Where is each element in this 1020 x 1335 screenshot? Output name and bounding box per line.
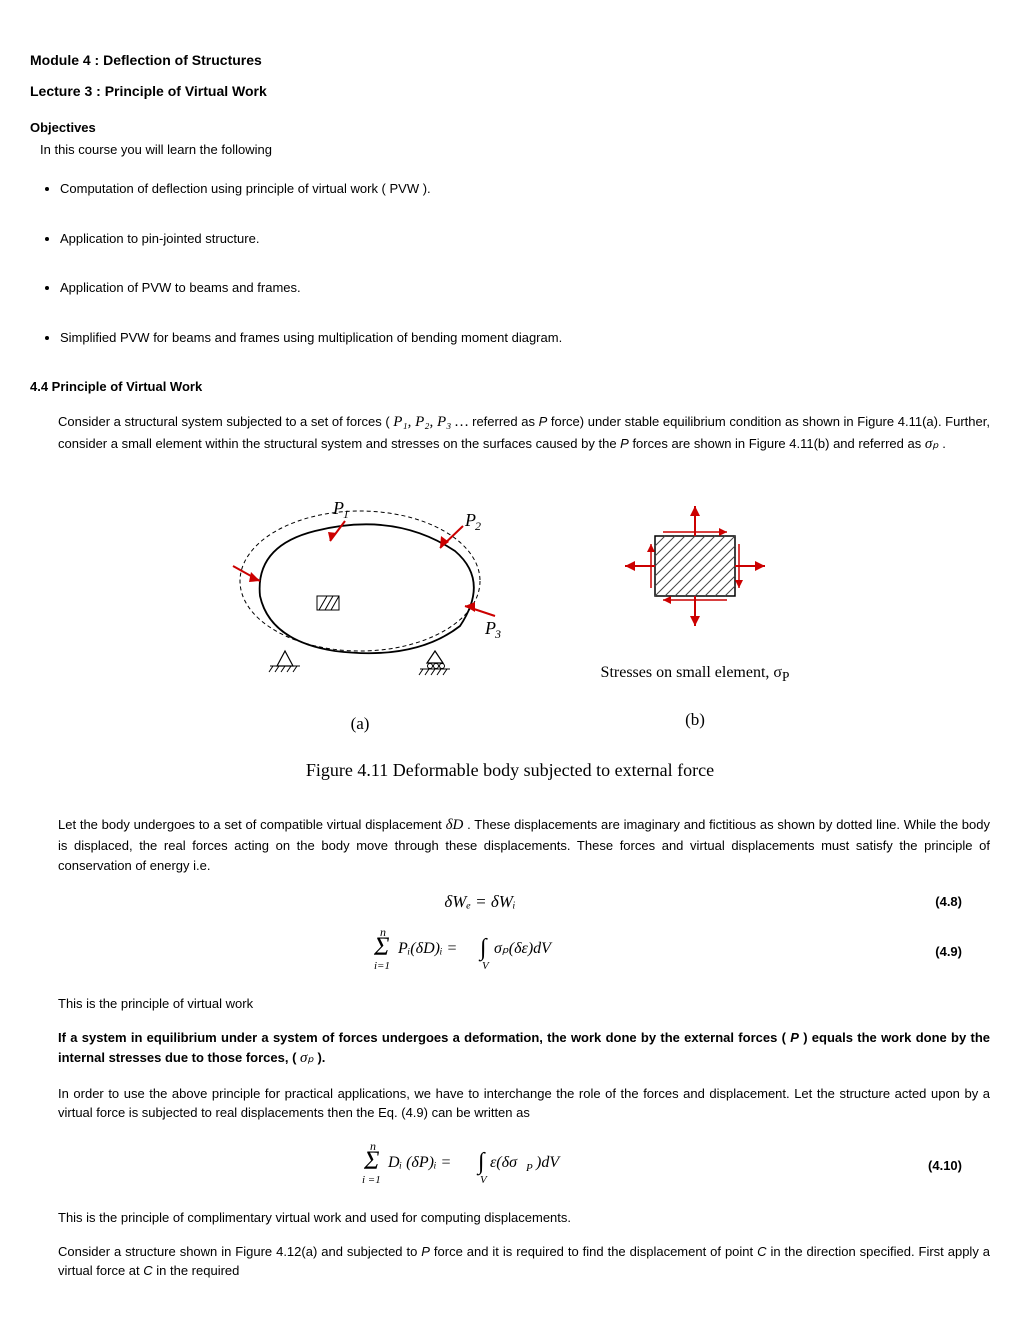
figure-b: Stresses on small element, σP (b) [585,486,805,737]
figure-caption: Figure 4.11 Deformable body subjected to… [30,757,990,784]
svg-text:ε(δσ: ε(δσ [490,1154,518,1171]
svg-text:Pᵢ(δD)ᵢ =: Pᵢ(δD)ᵢ = [397,940,457,957]
section-heading: 4.4 Principle of Virtual Work [30,377,990,397]
text: Consider a structure shown in Figure 4.1… [58,1244,421,1259]
c-var: C [143,1263,152,1278]
sigma-p: σₚ [925,436,939,452]
forces-vars: P₁, P₂, P₃ … [393,414,468,430]
p-var: P [421,1244,430,1259]
p-var: P [620,436,629,451]
text: referred as [469,414,539,429]
paragraph-3: This is the principle of virtual work [58,994,990,1014]
svg-text:2: 2 [475,519,481,533]
delta-d: δD [446,817,464,833]
subscript: P [782,669,789,684]
text: ). [314,1050,326,1065]
stress-label: Stresses on small element, σP [585,661,805,687]
svg-text:Σ: Σ [363,1146,380,1175]
text: If a system in equilibrium under a syste… [58,1030,790,1045]
module-title: Module 4 : Deflection of Structures [30,50,990,71]
paragraph-4: In order to use the above principle for … [58,1084,990,1123]
bold-statement: If a system in equilibrium under a syste… [58,1028,990,1070]
figure-b-label: (b) [585,707,805,733]
equation-number: (4.9) [902,942,962,962]
text: . [939,436,946,451]
p-var: P [539,414,548,429]
svg-text:i =1: i =1 [362,1174,381,1186]
text: force and it is required to find the dis… [430,1244,757,1259]
c-var: C [757,1244,766,1259]
svg-text:Σ: Σ [373,932,390,961]
sigma-p: σₚ [300,1050,314,1066]
svg-text:V: V [480,1174,488,1186]
equation-body: n Σ i=1 Pᵢ(δD)ᵢ = ∫ V σₚ(δε)dV [58,923,902,981]
figure-a-label: (a) [215,711,505,737]
figure-a: P1 P2 P3 (a) [215,486,505,737]
svg-text:i=1: i=1 [374,960,390,972]
svg-text:∫: ∫ [478,935,488,962]
paragraph-2: Let the body undergoes to a set of compa… [58,814,990,876]
text: Consider a structural system subjected t… [58,414,393,429]
list-item: Application of PVW to beams and frames. [60,278,990,298]
svg-text:Dᵢ (δP)ᵢ =: Dᵢ (δP)ᵢ = [387,1154,451,1171]
lecture-title: Lecture 3 : Principle of Virtual Work [30,81,990,102]
text: Stresses on small element, σ [601,664,782,681]
equation-4-9: n Σ i=1 Pᵢ(δD)ᵢ = ∫ V σₚ(δε)dV (4.9) [58,923,962,981]
p-var: P [790,1030,799,1045]
intro-line: In this course you will learn the follow… [40,140,990,160]
text: forces are shown in Figure 4.11(b) and r… [629,436,925,451]
text: in the required [153,1263,240,1278]
objectives-list: Computation of deflection using principl… [60,179,990,347]
objectives-heading: Objectives [30,118,990,138]
list-item: Application to pin-jointed structure. [60,229,990,249]
list-item: Computation of deflection using principl… [60,179,990,199]
equation-number: (4.10) [902,1156,962,1176]
svg-text:3: 3 [494,627,501,641]
equation-body: δWₑ = δWᵢ [58,889,902,915]
equation-body: n Σ i =1 Dᵢ (δP)ᵢ = ∫ V ε(δσ P )dV [58,1137,902,1195]
svg-text:∫: ∫ [476,1149,486,1176]
equation-number: (4.8) [902,892,962,912]
paragraph-5: This is the principle of complimentary v… [58,1208,990,1228]
deformable-body-diagram: P1 P2 P3 [215,486,505,686]
svg-text:P: P [525,1162,533,1174]
text: Let the body undergoes to a set of compa… [58,817,446,832]
equation-4-8: δWₑ = δWᵢ (4.8) [58,889,962,915]
equation-4-10: n Σ i =1 Dᵢ (δP)ᵢ = ∫ V ε(δσ P )dV (4.10… [58,1137,962,1195]
svg-text:V: V [482,960,490,972]
figure-4-11: P1 P2 P3 (a) [30,486,990,737]
paragraph-1: Consider a structural system subjected t… [58,411,990,456]
svg-text:1: 1 [343,507,349,521]
stress-element-diagram [585,486,805,646]
svg-text:)dV: )dV [535,1154,561,1171]
paragraph-6: Consider a structure shown in Figure 4.1… [58,1242,990,1281]
list-item: Simplified PVW for beams and frames usin… [60,328,990,348]
svg-text:σₚ(δε)dV: σₚ(δε)dV [494,940,553,957]
